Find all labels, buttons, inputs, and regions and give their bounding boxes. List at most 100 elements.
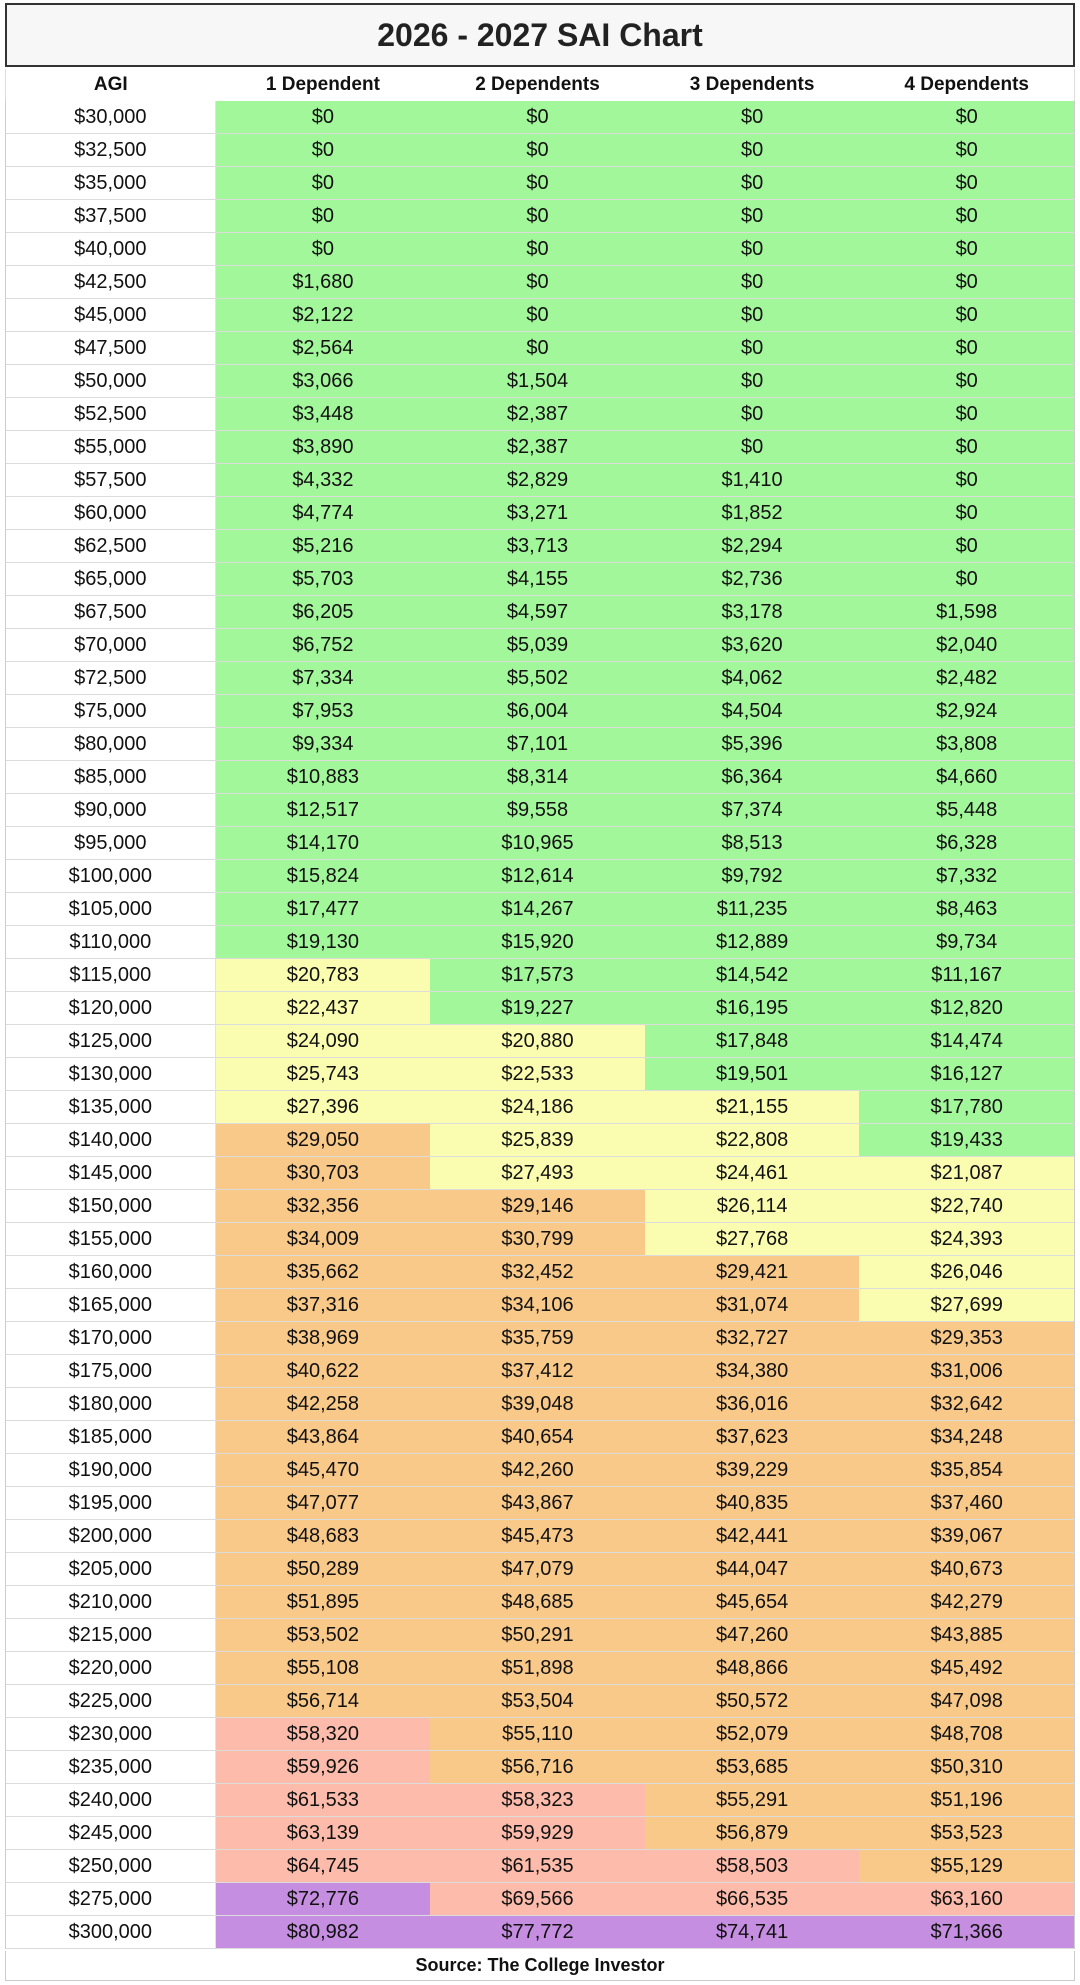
- sai-cell: $45,654: [644, 1586, 860, 1618]
- sai-cell: $35,759: [430, 1322, 645, 1354]
- sai-cell: $0: [859, 266, 1074, 298]
- sai-cell: $0: [430, 332, 645, 364]
- table-row: $300,000 $80,982 $77,772 $74,741 $71,366: [6, 1916, 1074, 1949]
- sai-cell: $45,492: [859, 1652, 1074, 1684]
- sai-cell: $4,774: [215, 497, 431, 529]
- sai-cell: $61,535: [430, 1850, 645, 1882]
- sai-cell: $77,772: [430, 1916, 645, 1948]
- table-row: $200,000 $48,683 $45,473 $42,441 $39,067: [6, 1520, 1074, 1553]
- sai-cell: $14,542: [644, 959, 860, 991]
- sai-cell: $30,703: [215, 1157, 431, 1189]
- sai-cell: $3,271: [430, 497, 645, 529]
- agi-cell: $245,000: [6, 1817, 216, 1849]
- agi-cell: $275,000: [6, 1883, 216, 1915]
- sai-cell: $7,332: [859, 860, 1074, 892]
- agi-cell: $52,500: [6, 398, 216, 430]
- sai-cell: $14,170: [215, 827, 431, 859]
- sai-cell: $0: [859, 398, 1074, 430]
- table-row: $245,000 $63,139 $59,929 $56,879 $53,523: [6, 1817, 1074, 1850]
- sai-cell: $6,328: [859, 827, 1074, 859]
- table-row: $52,500 $3,448 $2,387 $0 $0: [6, 398, 1074, 431]
- sai-cell: $58,323: [430, 1784, 645, 1816]
- sai-cell: $4,597: [430, 596, 645, 628]
- agi-cell: $190,000: [6, 1454, 216, 1486]
- sai-cell: $29,146: [430, 1190, 645, 1222]
- sai-cell: $1,680: [215, 266, 431, 298]
- sai-cell: $10,883: [215, 761, 431, 793]
- sai-cell: $0: [859, 101, 1074, 133]
- sai-cell: $2,924: [859, 695, 1074, 727]
- agi-cell: $115,000: [6, 959, 216, 991]
- sai-cell: $20,880: [430, 1025, 645, 1057]
- table-row: $275,000 $72,776 $69,566 $66,535 $63,160: [6, 1883, 1074, 1916]
- sai-cell: $27,699: [859, 1289, 1074, 1321]
- sai-cell: $11,235: [644, 893, 860, 925]
- table-row: $110,000 $19,130 $15,920 $12,889 $9,734: [6, 926, 1074, 959]
- table-row: $85,000 $10,883 $8,314 $6,364 $4,660: [6, 761, 1074, 794]
- sai-cell: $10,965: [430, 827, 645, 859]
- agi-cell: $35,000: [6, 167, 216, 199]
- table-row: $60,000 $4,774 $3,271 $1,852 $0: [6, 497, 1074, 530]
- agi-cell: $185,000: [6, 1421, 216, 1453]
- agi-cell: $70,000: [6, 629, 216, 661]
- sai-cell: $44,047: [644, 1553, 860, 1585]
- agi-cell: $195,000: [6, 1487, 216, 1519]
- table-row: $150,000 $32,356 $29,146 $26,114 $22,740: [6, 1190, 1074, 1223]
- sai-cell: $55,110: [430, 1718, 645, 1750]
- sai-cell: $5,703: [215, 563, 431, 595]
- sai-cell: $4,155: [430, 563, 645, 595]
- table-row: $145,000 $30,703 $27,493 $24,461 $21,087: [6, 1157, 1074, 1190]
- sai-cell: $39,229: [644, 1454, 860, 1486]
- sai-cell: $40,654: [430, 1421, 645, 1453]
- sai-cell: $32,452: [430, 1256, 645, 1288]
- sai-cell: $69,566: [430, 1883, 645, 1915]
- sai-cell: $9,734: [859, 926, 1074, 958]
- agi-cell: $57,500: [6, 464, 216, 496]
- sai-cell: $0: [644, 167, 860, 199]
- sai-cell: $22,808: [644, 1124, 860, 1156]
- agi-cell: $95,000: [6, 827, 216, 859]
- sai-cell: $40,622: [215, 1355, 431, 1387]
- table-row: $105,000 $17,477 $14,267 $11,235 $8,463: [6, 893, 1074, 926]
- sai-cell: $9,792: [644, 860, 860, 892]
- agi-cell: $42,500: [6, 266, 216, 298]
- sai-cell: $47,077: [215, 1487, 431, 1519]
- agi-cell: $40,000: [6, 233, 216, 265]
- agi-cell: $220,000: [6, 1652, 216, 1684]
- sai-cell: $34,248: [859, 1421, 1074, 1453]
- sai-cell: $0: [215, 167, 431, 199]
- chart-title: 2026 - 2027 SAI Chart: [5, 3, 1075, 67]
- sai-cell: $6,752: [215, 629, 431, 661]
- sai-cell: $50,572: [644, 1685, 860, 1717]
- sai-cell: $59,929: [430, 1817, 645, 1849]
- header-3-dependents: 3 Dependents: [689, 74, 815, 95]
- sai-cell: $0: [644, 431, 860, 463]
- sai-cell: $22,533: [430, 1058, 645, 1090]
- sai-cell: $17,780: [859, 1091, 1074, 1123]
- sai-cell: $2,482: [859, 662, 1074, 694]
- header-2-dependents: 2 Dependents: [475, 74, 600, 95]
- agi-cell: $165,000: [6, 1289, 216, 1321]
- sai-cell: $5,216: [215, 530, 431, 562]
- sai-chart: 2026 - 2027 SAI Chart AGI 1 Dependent 2 …: [5, 0, 1075, 1985]
- sai-cell: $32,727: [644, 1322, 860, 1354]
- sai-cell: $45,470: [215, 1454, 431, 1486]
- agi-cell: $210,000: [6, 1586, 216, 1618]
- sai-cell: $21,155: [644, 1091, 860, 1123]
- sai-cell: $2,387: [430, 398, 645, 430]
- table-row: $185,000 $43,864 $40,654 $37,623 $34,248: [6, 1421, 1074, 1454]
- sai-cell: $30,799: [430, 1223, 645, 1255]
- sai-cell: $39,048: [430, 1388, 645, 1420]
- table-row: $90,000 $12,517 $9,558 $7,374 $5,448: [6, 794, 1074, 827]
- sai-cell: $36,016: [644, 1388, 860, 1420]
- sai-cell: $0: [859, 332, 1074, 364]
- table-row: $190,000 $45,470 $42,260 $39,229 $35,854: [6, 1454, 1074, 1487]
- sai-cell: $3,066: [215, 365, 431, 397]
- sai-cell: $53,685: [644, 1751, 860, 1783]
- table-row: $240,000 $61,533 $58,323 $55,291 $51,196: [6, 1784, 1074, 1817]
- agi-cell: $47,500: [6, 332, 216, 364]
- sai-cell: $47,260: [644, 1619, 860, 1651]
- table-row: $67,500 $6,205 $4,597 $3,178 $1,598: [6, 596, 1074, 629]
- sai-cell: $52,079: [644, 1718, 860, 1750]
- table-row: $80,000 $9,334 $7,101 $5,396 $3,808: [6, 728, 1074, 761]
